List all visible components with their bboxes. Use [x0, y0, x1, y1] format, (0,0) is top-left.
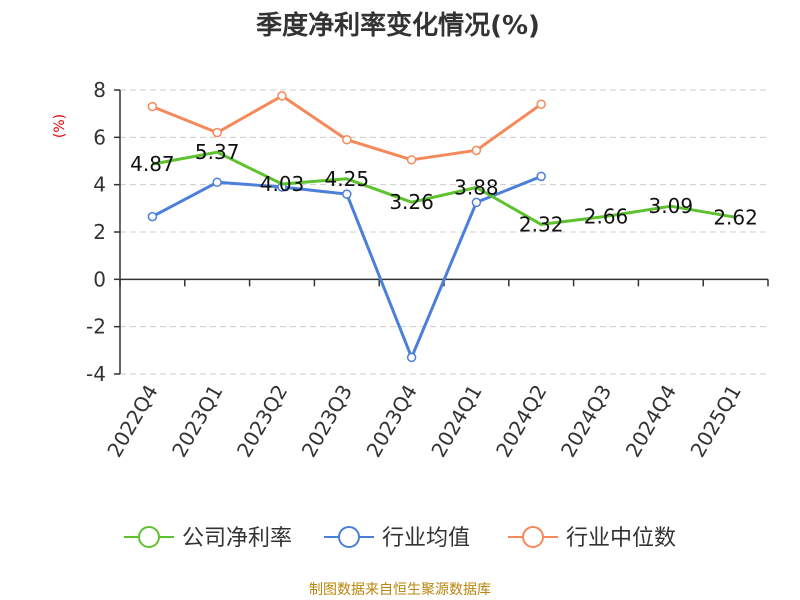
legend-marker	[522, 526, 544, 548]
data-label: 3.26	[389, 190, 434, 214]
data-label: 3.09	[649, 194, 694, 218]
chart-title: 季度净利率变化情况(%)	[256, 10, 540, 41]
data-label: 2.66	[584, 204, 629, 228]
x-tick-label: 2023Q4	[361, 381, 421, 462]
x-tick-label: 2024Q4	[621, 381, 681, 462]
data-point	[212, 177, 222, 188]
data-label: 4.87	[130, 152, 175, 176]
x-tick-label: 2023Q1	[167, 381, 227, 462]
series-group	[147, 91, 736, 363]
data-point	[147, 211, 158, 222]
x-tick-label: 2024Q2	[491, 381, 551, 462]
data-point	[277, 91, 287, 101]
grid-lines	[120, 89, 768, 375]
legend: 公司净利率 行业均值 行业中位数	[124, 526, 676, 551]
y-tick-label: 2	[93, 220, 106, 244]
x-tick-labels: 2022Q4 2023Q1 2023Q2 2023Q3 2023Q4 2024Q1 2024…	[102, 381, 746, 462]
data-point	[212, 127, 222, 138]
x-tick-label: 2022Q4	[102, 381, 162, 462]
y-tick-label: -4	[86, 362, 106, 386]
data-point	[536, 171, 546, 182]
source-note: 制图数据来自恒生聚源数据库	[309, 582, 491, 598]
data-label: 2.62	[713, 205, 758, 229]
series-line	[151, 175, 542, 359]
x-tick-label: 2024Q1	[426, 381, 486, 462]
data-label: 5.37	[195, 140, 240, 164]
data-point	[147, 101, 158, 112]
y-axis-label: (%)	[52, 114, 68, 138]
legend-marker	[138, 526, 160, 548]
data-label: 2.32	[519, 212, 564, 236]
data-label: 4.25	[325, 167, 370, 191]
data-point	[536, 99, 546, 109]
data-point	[471, 145, 482, 156]
data-point	[406, 155, 417, 165]
legend-label: 行业中位数	[566, 526, 676, 551]
y-tick-label: 8	[93, 78, 106, 102]
legend-label: 行业均值	[382, 526, 470, 551]
data-point	[342, 134, 352, 145]
x-tick-label: 2023Q2	[232, 381, 292, 462]
data-label: 3.88	[454, 176, 499, 200]
y-tick-label: -2	[86, 315, 106, 339]
data-point	[406, 352, 417, 363]
legend-label: 公司净利率	[182, 526, 292, 551]
data-labels: 4.87 5.37 4.03 4.25 3.26 3.88 2.32 2.66 3.09 2.62	[130, 140, 758, 236]
data-label: 4.03	[260, 172, 305, 196]
y-tick-label: 4	[93, 173, 106, 197]
series-line	[152, 150, 736, 226]
x-tick-label: 2025Q1	[685, 381, 745, 462]
legend-marker	[338, 526, 360, 548]
x-tick-label: 2024Q3	[556, 381, 616, 462]
data-point	[471, 197, 482, 208]
y-tick-label: 6	[93, 125, 106, 149]
y-tick-labels: 8 6 4 2 0 -2 -4	[86, 78, 106, 386]
y-tick-label: 0	[93, 267, 106, 291]
data-point	[342, 189, 352, 199]
x-tick-label: 2023Q3	[297, 381, 357, 462]
